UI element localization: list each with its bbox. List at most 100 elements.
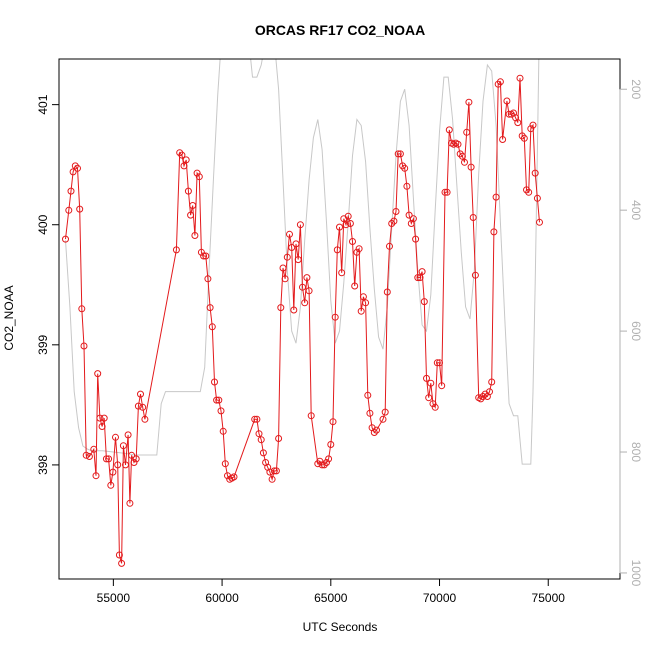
x-tick-label: 55000 (97, 591, 131, 605)
data-point (388, 220, 396, 227)
data-point (251, 415, 259, 423)
data-point (257, 436, 265, 444)
data-point (130, 459, 138, 466)
data-point (114, 461, 122, 469)
data-point (204, 275, 212, 283)
data-point (383, 288, 391, 296)
data-point (62, 235, 69, 243)
data-point (255, 430, 263, 438)
data-point (189, 202, 197, 209)
data-point (409, 215, 417, 223)
data-point (338, 269, 346, 277)
data-point (211, 378, 218, 386)
data-point (425, 394, 433, 402)
data-point (429, 400, 437, 408)
data-point (420, 298, 428, 306)
data-point (327, 441, 335, 448)
data-point (115, 551, 123, 559)
y-tick-label: 401 (36, 94, 50, 114)
data-point (516, 74, 524, 82)
data-point (467, 163, 475, 171)
data-point (303, 274, 311, 282)
data-point (268, 475, 276, 483)
y-tick-label: 398 (36, 455, 50, 475)
data-point (373, 426, 380, 434)
data-point (505, 110, 513, 118)
data-point (266, 468, 274, 476)
data-point (342, 221, 350, 229)
data-point (325, 455, 333, 463)
data-point (270, 467, 278, 475)
data-point (132, 455, 140, 463)
data-point (139, 403, 147, 411)
data-point (386, 242, 393, 250)
data-point (496, 78, 504, 86)
data-point (456, 150, 464, 158)
data-point (531, 169, 539, 177)
data-point (217, 407, 225, 415)
data-point (208, 323, 216, 331)
data-point (366, 409, 374, 417)
data-point (390, 217, 398, 225)
co2-points (62, 74, 543, 567)
data-point (529, 121, 537, 129)
data-point (405, 211, 413, 219)
data-point (499, 136, 507, 143)
data-point (458, 152, 466, 160)
data-point (514, 119, 522, 127)
data-point (414, 274, 422, 282)
data-point (316, 457, 324, 465)
x-tick-label: 70000 (423, 591, 457, 605)
data-point (423, 374, 430, 382)
data-point (180, 162, 188, 170)
data-point (100, 414, 108, 422)
data-point (286, 230, 293, 238)
data-point (427, 379, 435, 387)
data-point (128, 451, 136, 459)
data-point (503, 97, 511, 105)
data-point (283, 253, 291, 261)
data-point (272, 467, 280, 475)
data-point (465, 98, 473, 106)
y-axis-label: CO2_NOAA (2, 285, 16, 350)
data-point (346, 220, 354, 227)
data-point (416, 274, 424, 282)
data-point (479, 393, 487, 400)
data-point (370, 429, 378, 436)
data-point (296, 221, 304, 229)
data-point (294, 256, 302, 264)
data-point (134, 402, 142, 410)
data-point (320, 461, 328, 469)
data-point (98, 423, 106, 430)
data-point (477, 395, 485, 403)
data-point (307, 412, 315, 420)
data-point (112, 433, 119, 441)
data-point (436, 359, 443, 367)
data-point (344, 212, 352, 220)
y-axis: 398 399 400 401 (36, 94, 60, 475)
y-tick-label: 400 (36, 214, 50, 234)
data-point (184, 187, 192, 195)
data-point (454, 140, 462, 148)
data-point (469, 214, 477, 221)
data-point (124, 431, 132, 439)
data-point (486, 388, 493, 396)
data-point (533, 194, 541, 202)
data-point (438, 382, 446, 390)
data-point (277, 304, 285, 312)
data-point (200, 252, 208, 260)
series-group (62, 59, 543, 567)
data-point (525, 188, 533, 196)
data-point (109, 468, 117, 476)
data-point (69, 168, 77, 176)
data-point (195, 173, 203, 181)
data-point (206, 304, 214, 312)
data-point (490, 228, 498, 236)
x-axis: 55000 60000 65000 70000 75000 (97, 578, 565, 605)
data-point (102, 455, 110, 463)
data-point (90, 445, 98, 453)
data-point (191, 232, 199, 239)
data-point (396, 150, 404, 158)
data-point (193, 169, 201, 177)
data-point (305, 287, 313, 295)
